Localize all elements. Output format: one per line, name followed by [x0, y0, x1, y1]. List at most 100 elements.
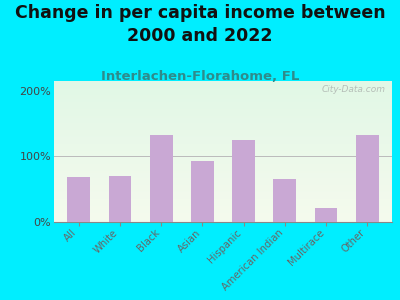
Bar: [54, 167, 392, 168]
Bar: [54, 111, 392, 112]
Bar: [54, 188, 392, 189]
Bar: [54, 114, 392, 115]
Bar: [54, 121, 392, 122]
Bar: [54, 126, 392, 127]
Bar: [54, 172, 392, 173]
Bar: [54, 190, 392, 191]
Bar: [54, 152, 392, 153]
Bar: [54, 109, 392, 110]
Bar: [54, 180, 392, 181]
Bar: [54, 83, 392, 84]
Bar: [54, 193, 392, 194]
Bar: [150, 135, 172, 222]
Bar: [54, 205, 392, 206]
Bar: [54, 99, 392, 100]
Bar: [54, 215, 392, 216]
Bar: [54, 88, 392, 89]
Bar: [54, 118, 392, 119]
Bar: [274, 179, 296, 222]
Bar: [54, 136, 392, 137]
Bar: [54, 105, 392, 106]
Bar: [54, 98, 392, 99]
Bar: [54, 87, 392, 88]
Bar: [54, 81, 392, 82]
Bar: [54, 115, 392, 116]
Bar: [54, 128, 392, 129]
Bar: [54, 160, 392, 161]
Bar: [54, 131, 392, 132]
Bar: [54, 181, 392, 182]
Bar: [54, 92, 392, 93]
Bar: [54, 145, 392, 146]
Bar: [54, 85, 392, 86]
Bar: [54, 101, 392, 102]
Bar: [109, 176, 131, 222]
Bar: [54, 130, 392, 131]
Bar: [54, 191, 392, 192]
Bar: [54, 139, 392, 140]
Bar: [54, 202, 392, 203]
Bar: [54, 172, 392, 173]
Bar: [54, 196, 392, 197]
Bar: [54, 173, 392, 174]
Text: Interlachen-Florahome, FL: Interlachen-Florahome, FL: [101, 70, 299, 83]
Bar: [54, 110, 392, 111]
Bar: [54, 133, 392, 134]
Bar: [54, 153, 392, 154]
Bar: [54, 82, 392, 83]
Bar: [54, 219, 392, 220]
Bar: [54, 149, 392, 150]
Bar: [54, 118, 392, 119]
Bar: [54, 195, 392, 196]
Bar: [54, 84, 392, 85]
Bar: [54, 161, 392, 162]
Bar: [54, 129, 392, 130]
Bar: [54, 187, 392, 188]
Bar: [54, 192, 392, 193]
Bar: [54, 204, 392, 205]
Bar: [54, 165, 392, 166]
Bar: [54, 148, 392, 149]
Bar: [54, 217, 392, 218]
Bar: [54, 116, 392, 117]
Bar: [54, 151, 392, 152]
Bar: [54, 132, 392, 133]
Bar: [54, 169, 392, 170]
Bar: [54, 120, 392, 121]
Bar: [54, 200, 392, 201]
Bar: [54, 183, 392, 184]
Bar: [54, 178, 392, 179]
Bar: [67, 177, 90, 222]
Bar: [54, 108, 392, 109]
Bar: [54, 186, 392, 187]
Bar: [54, 89, 392, 90]
Bar: [54, 103, 392, 104]
Bar: [54, 117, 392, 118]
Bar: [54, 96, 392, 97]
Bar: [54, 140, 392, 141]
Bar: [54, 147, 392, 148]
Bar: [54, 210, 392, 211]
Bar: [54, 158, 392, 159]
Bar: [54, 220, 392, 221]
Bar: [54, 141, 392, 142]
Bar: [54, 125, 392, 126]
Bar: [54, 182, 392, 183]
Bar: [54, 104, 392, 105]
Bar: [54, 189, 392, 190]
Bar: [54, 198, 392, 199]
Bar: [54, 155, 392, 156]
Bar: [54, 102, 392, 103]
Bar: [54, 97, 392, 98]
Bar: [54, 137, 392, 138]
Bar: [54, 184, 392, 185]
Bar: [54, 164, 392, 165]
Bar: [54, 135, 392, 136]
Bar: [54, 154, 392, 155]
Bar: [54, 216, 392, 217]
Bar: [54, 82, 392, 83]
Bar: [54, 163, 392, 164]
Bar: [54, 112, 392, 113]
Bar: [54, 122, 392, 123]
Bar: [54, 212, 392, 213]
